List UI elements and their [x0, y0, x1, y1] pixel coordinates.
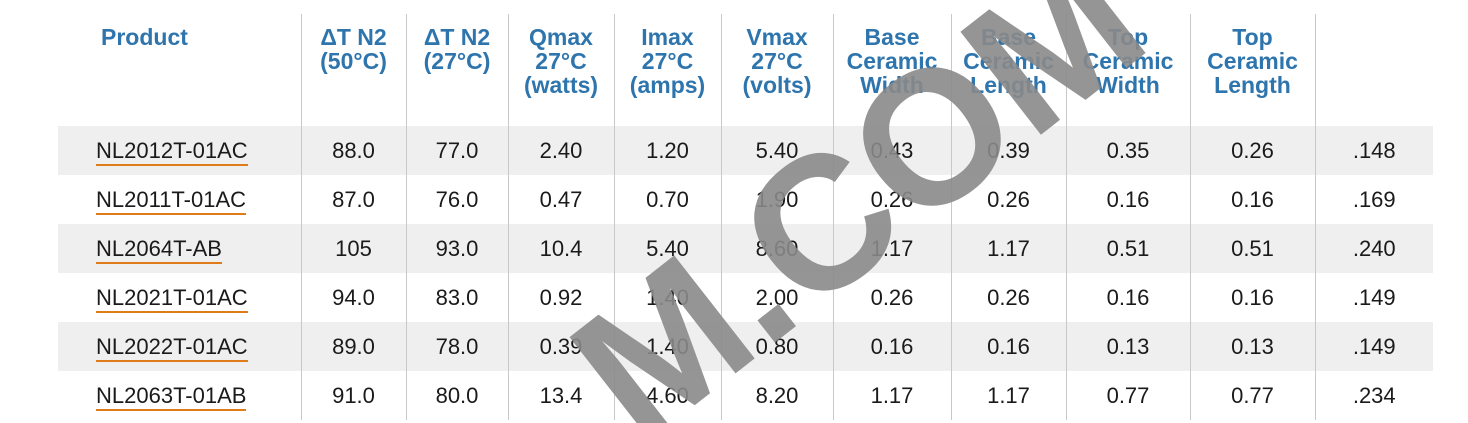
value-cell-top-length: 0.51	[1189, 224, 1315, 273]
value-cell-imax: 0.70	[613, 175, 721, 224]
value-cell-imax: 4.60	[613, 371, 721, 420]
value-cell-top-width: 0.35	[1065, 126, 1190, 175]
value-cell-dt-27: 80.0	[405, 371, 508, 420]
value-cell-dt-50: 88.0	[300, 126, 406, 175]
value-cell-qmax: 10.4	[507, 224, 614, 273]
value-cell-dt-27: 77.0	[405, 126, 508, 175]
value-cell-extra: .149	[1314, 322, 1433, 371]
value-cell-base-width: 0.26	[832, 273, 951, 322]
value-cell-top-length: 0.13	[1189, 322, 1315, 371]
value-cell-base-length: 1.17	[950, 371, 1066, 420]
value-cell-dt-50: 94.0	[300, 273, 406, 322]
value-cell-vmax: 5.40	[720, 126, 833, 175]
value-cell-base-length: 0.16	[950, 322, 1066, 371]
value-cell-vmax: 2.00	[720, 273, 833, 322]
value-cell-qmax: 0.92	[507, 273, 614, 322]
product-cell: NL2021T-01AC	[58, 273, 301, 322]
value-cell-dt-27: 78.0	[405, 322, 508, 371]
value-cell-top-width: 0.16	[1065, 273, 1190, 322]
value-cell-dt-50: 89.0	[300, 322, 406, 371]
value-cell-imax: 1.20	[613, 126, 721, 175]
value-cell-dt-27: 76.0	[405, 175, 508, 224]
value-cell-imax: 1.40	[613, 322, 721, 371]
value-cell-base-width: 0.16	[832, 322, 951, 371]
value-cell-imax: 1.40	[613, 273, 721, 322]
value-cell-vmax: 0.80	[720, 322, 833, 371]
header-imax: Imax 27°C (amps)	[613, 14, 721, 126]
product-cell: NL2064T-AB	[58, 224, 301, 273]
product-cell: NL2022T-01AC	[58, 322, 301, 371]
value-cell-extra: .234	[1314, 371, 1433, 420]
value-cell-extra: .169	[1314, 175, 1433, 224]
header-qmax: Qmax 27°C (watts)	[507, 14, 614, 126]
header-row: Product ΔT N2 (50°C) ΔT N2 (27°C) Qmax 27°C…	[58, 14, 1433, 126]
value-cell-dt-50: 105	[300, 224, 406, 273]
value-cell-dt-50: 91.0	[300, 371, 406, 420]
value-cell-dt-27: 83.0	[405, 273, 508, 322]
table-row: NL2012T-01AC 88.0 77.0 2.40 1.20 5.40 0.43 0.39…	[58, 126, 1433, 175]
value-cell-top-length: 0.77	[1189, 371, 1315, 420]
value-cell-base-width: 0.43	[832, 126, 951, 175]
value-cell-vmax: 8.20	[720, 371, 833, 420]
value-cell-top-width: 0.77	[1065, 371, 1190, 420]
product-link[interactable]: NL2063T-01AB	[96, 382, 247, 411]
value-cell-dt-50: 87.0	[300, 175, 406, 224]
product-link[interactable]: NL2021T-01AC	[96, 284, 248, 313]
value-cell-base-width: 1.17	[832, 371, 951, 420]
value-cell-base-length: 0.26	[950, 175, 1066, 224]
product-link[interactable]: NL2012T-01AC	[96, 137, 248, 166]
value-cell-dt-27: 93.0	[405, 224, 508, 273]
product-link[interactable]: NL2011T-01AC	[96, 186, 247, 215]
value-cell-top-width: 0.16	[1065, 175, 1190, 224]
value-cell-extra: .240	[1314, 224, 1433, 273]
table-body: NL2012T-01AC 88.0 77.0 2.40 1.20 5.40 0.43 0.39…	[58, 126, 1433, 420]
value-cell-qmax: 0.47	[507, 175, 614, 224]
table-row: NL2011T-01AC 87.0 76.0 0.47 0.70 1.90 0.26 0.26…	[58, 175, 1433, 224]
table-row: NL2063T-01AB 91.0 80.0 13.4 4.60 8.20 1.17 1.17…	[58, 371, 1433, 420]
table-row: NL2064T-AB 105 93.0 10.4 5.40 8.60 1.17 1.17 0.5…	[58, 224, 1433, 273]
header-product: Product	[101, 24, 188, 50]
value-cell-top-width: 0.13	[1065, 322, 1190, 371]
table-row: NL2021T-01AC 94.0 83.0 0.92 1.40 2.00 0.26 0.26…	[58, 273, 1433, 322]
header-base-width: Base Ceramic Width	[832, 14, 951, 126]
value-cell-qmax: 13.4	[507, 371, 614, 420]
value-cell-qmax: 0.39	[507, 322, 614, 371]
value-cell-imax: 5.40	[613, 224, 721, 273]
value-cell-base-length: 0.39	[950, 126, 1066, 175]
value-cell-base-length: 0.26	[950, 273, 1066, 322]
value-cell-top-length: 0.16	[1189, 273, 1315, 322]
value-cell-vmax: 8.60	[720, 224, 833, 273]
value-cell-top-length: 0.26	[1189, 126, 1315, 175]
header-dt-50: ΔT N2 (50°C)	[300, 14, 406, 126]
header-top-width: Top Ceramic Width	[1065, 14, 1190, 126]
header-base-length: Base Ceramic Length	[950, 14, 1066, 126]
header-dt-27: ΔT N2 (27°C)	[405, 14, 508, 126]
product-cell: NL2011T-01AC	[58, 175, 301, 224]
header-vmax: Vmax 27°C (volts)	[720, 14, 833, 126]
value-cell-qmax: 2.40	[507, 126, 614, 175]
spec-table: Product ΔT N2 (50°C) ΔT N2 (27°C) Qmax 27°C…	[58, 14, 1433, 420]
product-cell: NL2063T-01AB	[58, 371, 301, 420]
table-row: NL2022T-01AC 89.0 78.0 0.39 1.40 0.80 0.16 0.16…	[58, 322, 1433, 371]
value-cell-vmax: 1.90	[720, 175, 833, 224]
value-cell-top-width: 0.51	[1065, 224, 1190, 273]
value-cell-base-width: 1.17	[832, 224, 951, 273]
value-cell-top-length: 0.16	[1189, 175, 1315, 224]
header-extra	[1314, 14, 1433, 126]
product-cell: NL2012T-01AC	[58, 126, 301, 175]
value-cell-base-width: 0.26	[832, 175, 951, 224]
header-top-length: Top Ceramic Length	[1189, 14, 1315, 126]
value-cell-extra: .149	[1314, 273, 1433, 322]
value-cell-extra: .148	[1314, 126, 1433, 175]
product-link[interactable]: NL2022T-01AC	[96, 333, 248, 362]
value-cell-base-length: 1.17	[950, 224, 1066, 273]
product-link[interactable]: NL2064T-AB	[96, 235, 222, 264]
